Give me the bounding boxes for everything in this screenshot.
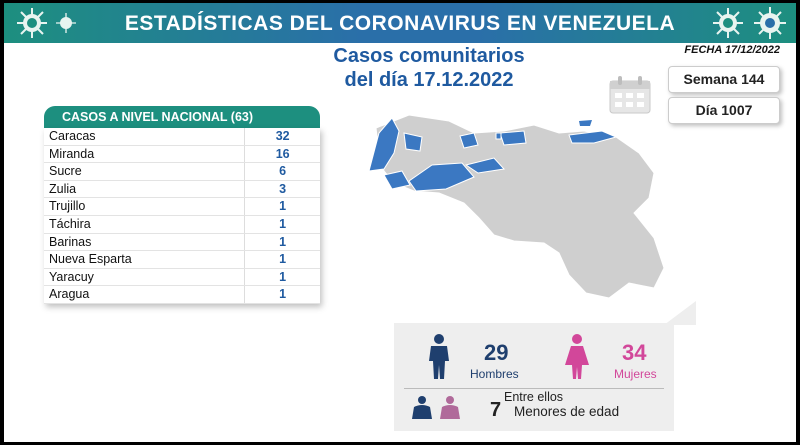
state-name: Táchira [49, 216, 91, 231]
table-header: CASOS A NIVEL NACIONAL (63) [44, 106, 320, 128]
page-title: ESTADÍSTICAS DEL CORONAVIRUS EN VENEZUEL… [124, 12, 676, 35]
stats-divider [404, 388, 664, 389]
table-row: Barinas 1 [44, 233, 320, 252]
map-region-aragua [464, 157, 505, 174]
state-name: Nueva Esparta [49, 252, 132, 267]
case-count: 3 [244, 180, 320, 198]
map-region-tachira [383, 170, 411, 190]
minors-intro: Entre ellos [504, 390, 564, 404]
table-row: Caracas 32 [44, 128, 320, 146]
table-row: Yaracuy 1 [44, 268, 320, 287]
case-count: 1 [244, 233, 320, 251]
day-badge: Día 1007 [668, 97, 780, 124]
map-country [375, 114, 664, 299]
calendar-icon [609, 76, 651, 114]
report-date: FECHA 17/12/2022 [684, 44, 780, 56]
man-icon [429, 334, 449, 379]
women-label: Mujeres [614, 367, 657, 381]
case-count: 32 [244, 128, 320, 145]
case-count: 6 [244, 163, 320, 180]
woman-icon [565, 334, 589, 379]
table-row: Aragua 1 [44, 286, 320, 304]
table-header-label: CASOS A NIVEL NACIONAL [62, 110, 228, 124]
cases-table: CASOS A NIVEL NACIONAL (63) Caracas 32 Mir… [44, 106, 320, 304]
header-banner: ESTADÍSTICAS DEL CORONAVIRUS EN VENEZUEL… [4, 3, 796, 43]
case-count: 1 [244, 251, 320, 268]
virus-icon [754, 7, 786, 39]
table-row: Táchira 1 [44, 215, 320, 234]
minors-label: Menores de edad [514, 404, 620, 419]
table-body: Caracas 32 Miranda 16 Sucre 6 Zulia 3 Trujillo 1 T… [44, 128, 320, 304]
map-region-caracas [495, 132, 502, 140]
virus-icon [17, 8, 47, 38]
map-region-trujillo [403, 132, 423, 152]
state-name: Zulia [49, 181, 77, 196]
case-count: 16 [244, 145, 320, 163]
state-name: Yaracuy [49, 269, 94, 284]
table-row: Nueva Esparta 1 [44, 251, 320, 269]
report-subtitle: Casos comunitarios del día 17.12.2022 [304, 44, 554, 92]
minors-count: 7 [490, 399, 502, 421]
virus-icon [56, 13, 76, 33]
table-row: Zulia 3 [44, 180, 320, 199]
table-header-total: (63) [230, 110, 254, 124]
case-count: 1 [244, 268, 320, 286]
state-name: Sucre [49, 164, 82, 179]
stats-notch [664, 301, 696, 325]
map-region-nueva-esparta [579, 120, 592, 126]
subtitle-line-1: Casos comunitarios [333, 45, 525, 67]
table-row: Trujillo 1 [44, 198, 320, 216]
venezuela-map [368, 114, 664, 299]
state-name: Aragua [49, 287, 90, 302]
state-name: Trujillo [49, 199, 86, 214]
state-name: Barinas [49, 234, 92, 249]
virus-icon [713, 8, 743, 38]
men-label: Hombres [470, 367, 519, 381]
subtitle-line-2: del día 17.12.2022 [344, 69, 514, 91]
infographic: ESTADÍSTICAS DEL CORONAVIRUS EN VENEZUEL… [4, 3, 796, 442]
men-count: 29 [484, 340, 509, 365]
map-region-barinas [408, 162, 475, 192]
week-badge: Semana 144 [668, 66, 780, 93]
case-count: 1 [244, 286, 320, 303]
state-name: Miranda [49, 146, 95, 161]
table-row: Miranda 16 [44, 145, 320, 164]
map-region-yaracuy [459, 132, 479, 149]
map-region-sucre [568, 130, 618, 144]
case-count: 1 [244, 215, 320, 233]
map-region-zulia [368, 117, 400, 172]
couple-icon [412, 396, 460, 419]
table-row: Sucre 6 [44, 163, 320, 181]
map-region-miranda [499, 130, 527, 146]
women-count: 34 [622, 340, 647, 365]
state-name: Caracas [49, 129, 96, 143]
case-count: 1 [244, 198, 320, 215]
